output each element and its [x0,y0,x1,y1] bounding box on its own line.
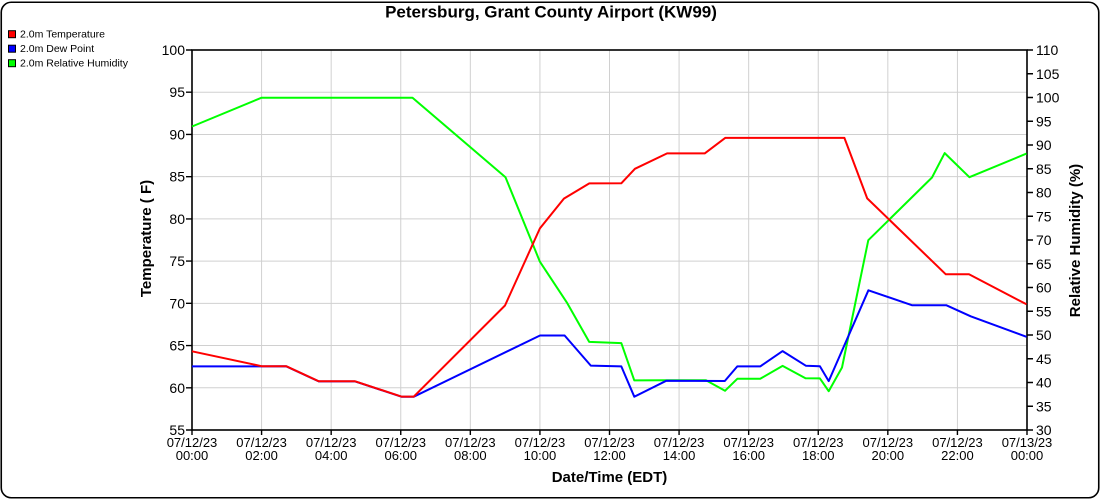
svg-text:95: 95 [1036,113,1052,129]
svg-text:90: 90 [169,126,185,142]
svg-text:100: 100 [162,42,186,58]
svg-text:07/13/23: 07/13/23 [1002,435,1053,450]
svg-text:110: 110 [1036,42,1059,58]
svg-text:90: 90 [1036,137,1052,153]
svg-text:85: 85 [169,169,185,185]
svg-text:14:00: 14:00 [663,448,696,463]
svg-text:70: 70 [169,295,185,311]
svg-text:07/12/23: 07/12/23 [584,435,635,450]
svg-text:Relative Humidity (%): Relative Humidity (%) [1067,164,1084,317]
svg-text:07/12/23: 07/12/23 [723,435,774,450]
svg-text:20:00: 20:00 [872,448,905,463]
svg-text:Petersburg, Grant County Airpo: Petersburg, Grant County Airport (KW99) [385,3,717,22]
svg-text:55: 55 [169,422,185,438]
svg-text:07/12/23: 07/12/23 [445,435,496,450]
svg-text:75: 75 [169,253,185,269]
svg-text:07/12/23: 07/12/23 [863,435,914,450]
svg-text:45: 45 [1036,351,1052,367]
svg-text:2.0m Temperature: 2.0m Temperature [20,29,105,41]
svg-text:07/12/23: 07/12/23 [793,435,844,450]
svg-text:07/12/23: 07/12/23 [654,435,705,450]
svg-text:75: 75 [1036,208,1052,224]
svg-text:07/12/23: 07/12/23 [375,435,426,450]
svg-text:85: 85 [1036,161,1052,177]
svg-text:60: 60 [1036,280,1052,296]
svg-text:30: 30 [1036,422,1052,438]
svg-text:07/12/23: 07/12/23 [306,435,357,450]
svg-text:95: 95 [169,84,185,100]
svg-text:22:00: 22:00 [941,448,974,463]
svg-text:Date/Time (EDT): Date/Time (EDT) [552,469,668,486]
svg-text:2.0m Dew Point: 2.0m Dew Point [20,43,94,55]
svg-text:07/12/23: 07/12/23 [515,435,566,450]
svg-text:100: 100 [1036,90,1060,106]
svg-text:60: 60 [169,380,185,396]
svg-text:40: 40 [1036,375,1052,391]
svg-text:70: 70 [1036,232,1052,248]
svg-text:50: 50 [1036,327,1052,343]
svg-text:02:00: 02:00 [245,448,278,463]
svg-text:10:00: 10:00 [524,448,557,463]
svg-text:12:00: 12:00 [593,448,626,463]
svg-text:07/12/23: 07/12/23 [236,435,287,450]
svg-text:00:00: 00:00 [176,448,209,463]
svg-text:80: 80 [169,211,185,227]
svg-text:08:00: 08:00 [454,448,487,463]
svg-text:00:00: 00:00 [1011,448,1044,463]
svg-text:35: 35 [1036,398,1052,414]
svg-text:55: 55 [1036,303,1052,319]
svg-text:07/12/23: 07/12/23 [167,435,218,450]
svg-text:18:00: 18:00 [802,448,835,463]
svg-text:07/12/23: 07/12/23 [932,435,983,450]
svg-text:16:00: 16:00 [732,448,765,463]
svg-text:Temperature ( F): Temperature ( F) [138,180,155,297]
svg-text:80: 80 [1036,185,1052,201]
svg-text:2.0m Relative Humidity: 2.0m Relative Humidity [20,58,129,70]
svg-text:65: 65 [169,338,185,354]
svg-text:105: 105 [1036,66,1060,82]
svg-text:65: 65 [1036,256,1052,272]
svg-text:04:00: 04:00 [315,448,348,463]
svg-text:06:00: 06:00 [384,448,417,463]
